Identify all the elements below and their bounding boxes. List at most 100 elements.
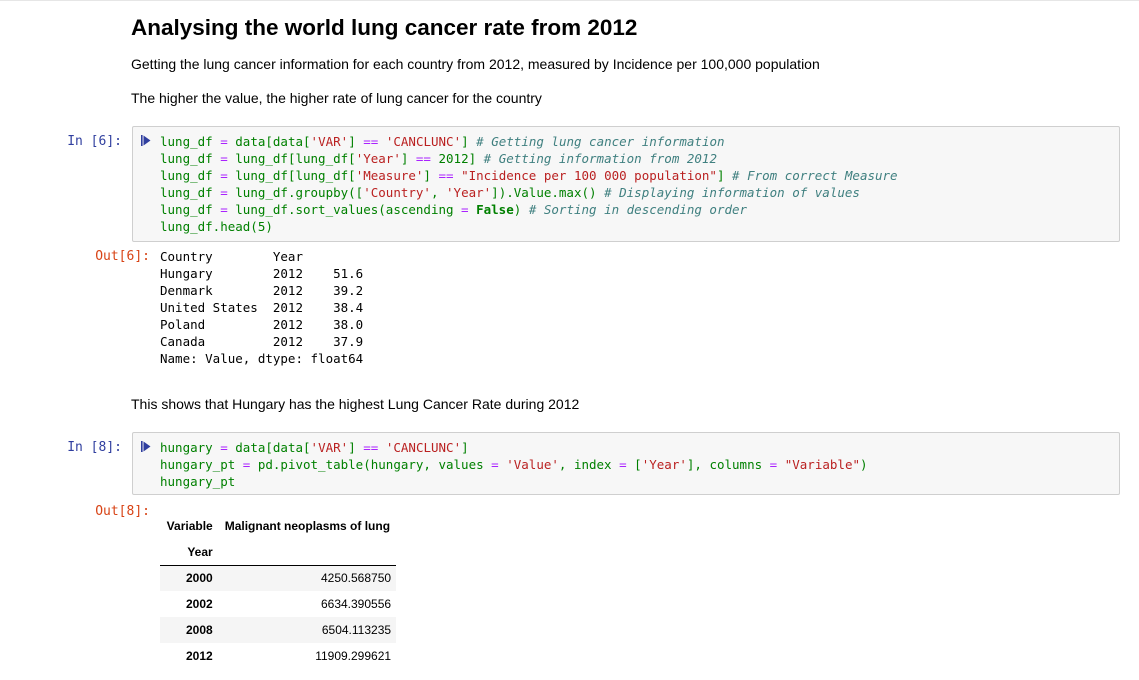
output-line: Country Year: [160, 249, 303, 264]
code-token: ): [513, 202, 529, 217]
code-token: "Incidence per 100 000 population": [461, 168, 717, 183]
code-token: [431, 151, 439, 166]
code-token: ]: [348, 440, 364, 455]
table-index-header-row: Year: [160, 539, 397, 566]
code-token: =: [220, 168, 228, 183]
code-line: hungary = data[data['VAR'] == 'CANCLUNC'…: [160, 440, 469, 455]
code-token: lung_df[lung_df[: [227, 168, 356, 183]
code-token: ]: [716, 168, 733, 183]
dataframe-table: Variable Malignant neoplasms of lung Yea…: [160, 513, 397, 669]
row-index: 2008: [186, 623, 213, 637]
input-prompt-8: In [8]:: [67, 440, 122, 455]
code-token: [: [626, 457, 642, 472]
code-editor-8[interactable]: hungary = data[data['VAR'] == 'CANCLUNC'…: [160, 439, 868, 490]
code-token: 'Country': [363, 185, 431, 200]
code-token: 'Measure': [355, 168, 424, 183]
code-token: [378, 134, 386, 149]
table-row: 2000 4250.568750: [160, 565, 397, 591]
code-token: 'VAR': [310, 134, 349, 149]
code-token: hungary_pt: [160, 457, 243, 472]
code-token: lung_df[lung_df[: [227, 151, 356, 166]
row-index: 2000: [186, 571, 213, 586]
code-token: [777, 457, 785, 472]
code-token: # From correct Measure: [732, 168, 898, 183]
code-token: lung_df.head(: [160, 219, 258, 234]
code-token: ==: [415, 151, 431, 166]
table-row: 2002 6634.390556: [160, 591, 396, 617]
code-token: ], columns: [686, 457, 770, 472]
code-token: ): [860, 457, 868, 472]
code-token: =: [461, 202, 469, 217]
code-token: ): [265, 219, 273, 234]
code-token: lung_df.groupby([: [227, 185, 364, 200]
code-token: 'Year': [355, 151, 401, 166]
code-cell-8[interactable]: hungary = data[data['VAR'] == 'CANCLUNC'…: [132, 432, 1120, 495]
code-cell-6[interactable]: lung_df = data[data['VAR'] == 'CANCLUNC'…: [132, 126, 1120, 242]
input-prompt-6: In [6]:: [67, 134, 122, 149]
output-line: Canada 2012 37.9: [160, 334, 364, 349]
columns-name-label: Variable: [166, 519, 213, 533]
code-token: # Getting information from 2012: [483, 151, 717, 166]
cell-output-6: Country Year Hungary 2012 51.6 Denmark 2…: [160, 248, 363, 367]
code-line: lung_df = data[data['VAR'] == 'CANCLUNC'…: [160, 134, 725, 149]
code-token: "Variable": [784, 457, 860, 472]
code-token: =: [220, 151, 228, 166]
row-value: 6634.390556: [320, 597, 392, 611]
code-token: ]: [461, 440, 469, 455]
row-value: 6504.113235: [321, 623, 392, 637]
code-token: lung_df.sort_values(ascending: [227, 202, 462, 217]
collapse-arrow-icon[interactable]: [141, 441, 151, 452]
code-token: =: [769, 457, 778, 472]
code-token: =: [491, 457, 499, 472]
code-token: 'CANCLUNC': [385, 440, 462, 455]
output-line: Poland 2012 38.0: [160, 317, 364, 332]
markdown-paragraph-2: The higher the value, the higher rate of…: [131, 90, 542, 106]
column-header: Malignant neoplasms of lung: [224, 519, 391, 533]
code-token: # Sorting in descending order: [528, 202, 748, 217]
markdown-title: Analysing the world lung cancer rate fro…: [131, 15, 638, 40]
code-token: 2012: [438, 151, 469, 166]
code-token: , index: [558, 457, 620, 472]
code-token: ]: [348, 134, 364, 149]
code-token: ==: [363, 134, 379, 149]
code-token: =: [220, 185, 228, 200]
code-token: ]: [468, 151, 484, 166]
code-token: hungary: [160, 440, 221, 455]
output-line: Denmark 2012 39.2: [160, 283, 364, 298]
code-editor-6[interactable]: lung_df = data[data['VAR'] == 'CANCLUNC'…: [160, 133, 898, 235]
code-line: lung_df = lung_df[lung_df['Year'] == 201…: [160, 151, 717, 166]
index-name-spacer: [218, 539, 397, 566]
code-token: ==: [438, 168, 454, 183]
output-prompt-6: Out[6]:: [95, 249, 150, 264]
code-token: 'CANCLUNC': [385, 134, 462, 149]
code-token: False: [476, 202, 514, 217]
code-token: ]: [400, 151, 416, 166]
code-line: hungary_pt = pd.pivot_table(hungary, val…: [160, 457, 868, 472]
code-token: ]: [461, 134, 477, 149]
code-token: ]).Value.max(): [491, 185, 605, 200]
code-token: =: [619, 457, 627, 472]
code-token: # Displaying information of values: [604, 185, 860, 200]
code-token: 'VAR': [310, 440, 349, 455]
code-token: lung_df: [160, 151, 221, 166]
output-line: Hungary 2012 51.6: [160, 266, 364, 281]
code-token: 'Year': [641, 457, 687, 472]
code-token: # Getting lung cancer information: [476, 134, 725, 149]
code-token: =: [220, 134, 228, 149]
code-line: lung_df = lung_df.sort_values(ascending …: [160, 202, 747, 217]
code-token: =: [242, 457, 251, 472]
table-column-header-row: Variable Malignant neoplasms of lung: [160, 513, 396, 539]
markdown-paragraph-1: Getting the lung cancer information for …: [131, 56, 820, 72]
markdown-paragraph-3: This shows that Hungary has the highest …: [131, 396, 580, 412]
code-token: lung_df: [160, 134, 221, 149]
code-token: [378, 440, 386, 455]
row-index: 2002: [186, 597, 213, 611]
code-token: lung_df: [160, 168, 221, 183]
code-token: =: [220, 202, 228, 217]
code-token: 'Year': [446, 185, 492, 200]
code-token: hungary_pt: [160, 474, 236, 489]
code-line: lung_df = lung_df.groupby(['Country', 'Y…: [160, 185, 860, 200]
code-token: ,: [430, 185, 447, 200]
row-value: 11909.299621: [315, 649, 392, 663]
collapse-arrow-icon[interactable]: [141, 135, 151, 146]
